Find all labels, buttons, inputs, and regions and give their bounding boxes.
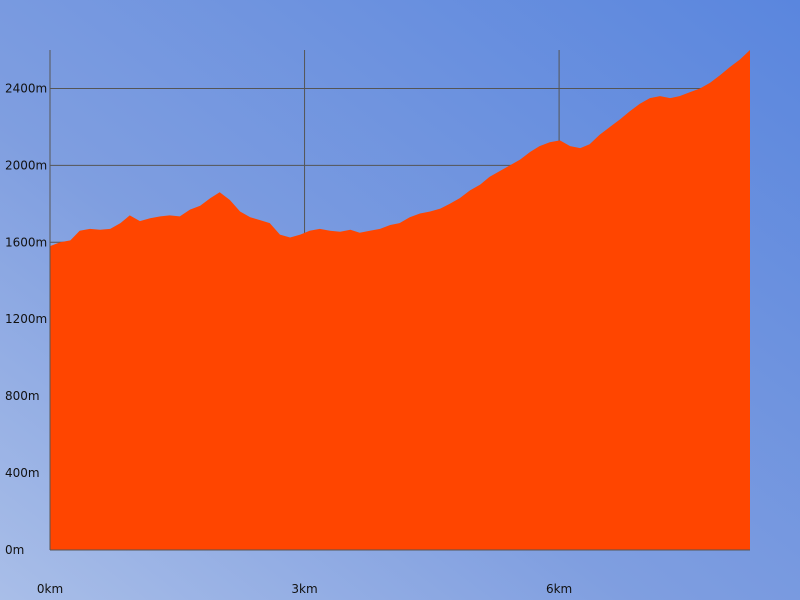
y-tick-label: 2000m (5, 158, 47, 172)
y-tick-label: 800m (5, 389, 40, 403)
y-tick-label: 1200m (5, 312, 47, 326)
y-tick-label: 2400m (5, 81, 47, 95)
x-tick-label: 3km (291, 582, 317, 596)
tick-labels: 0m 400m 800m 1200m 1600m 2000m 2400m 0km 3km 6km (5, 81, 572, 596)
y-tick-label: 400m (5, 466, 40, 480)
elevation-area (50, 50, 750, 550)
y-tick-label: 1600m (5, 235, 47, 249)
y-tick-label: 0m (5, 543, 24, 557)
axes (49, 50, 750, 551)
x-tick-label: 6km (546, 582, 572, 596)
elevation-area-layer (49, 49, 751, 550)
x-tick-label: 0km (37, 582, 63, 596)
